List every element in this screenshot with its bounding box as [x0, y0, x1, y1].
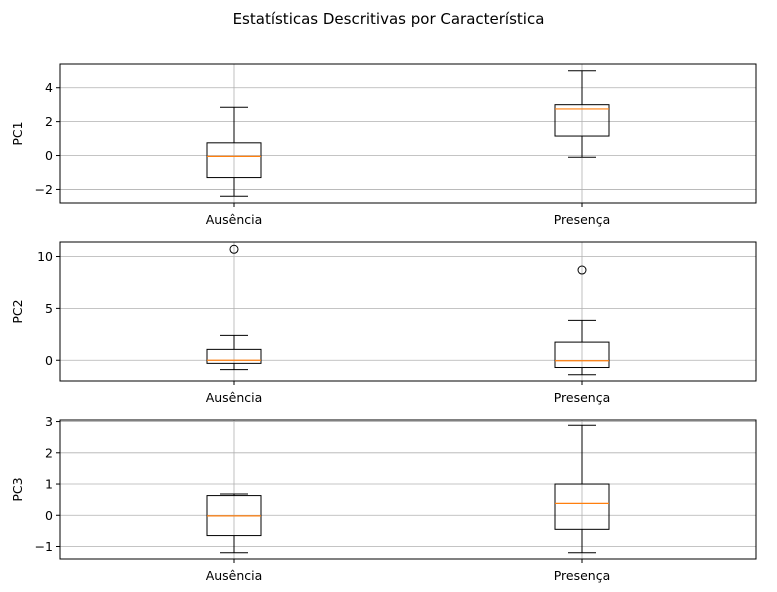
y-tick-label: 1	[45, 477, 53, 492]
axes-frame	[59, 419, 757, 560]
x-tick-label: Presença	[554, 568, 611, 583]
y-tick-label: 4	[45, 80, 53, 95]
y-tick-label: 0	[45, 508, 53, 523]
box-1-0	[206, 244, 262, 371]
x-tick-label: Ausência	[206, 212, 263, 227]
box-body	[554, 341, 610, 369]
subplot-pc1: −2 0 2 4 Ausência Presença PC1	[10, 63, 757, 227]
y-tick-label: 10	[37, 249, 53, 264]
y-tick-label: 0	[45, 148, 53, 163]
x-tick-label: Presença	[554, 212, 611, 227]
axes-frame	[59, 241, 757, 382]
y-tick-label: 0	[45, 353, 53, 368]
box-body	[206, 348, 262, 364]
box-2-0	[206, 493, 262, 554]
box-body	[206, 142, 262, 179]
outlier-point	[577, 265, 587, 275]
y-axis-label: PC2	[10, 299, 25, 323]
box-body	[554, 104, 610, 137]
y-tick-label: −2	[35, 182, 53, 197]
y-axis-label: PC3	[10, 477, 25, 501]
y-tick-label: 3	[45, 414, 53, 429]
x-tick-label: Ausência	[206, 568, 263, 583]
box-0-0	[206, 106, 262, 197]
x-tick-label: Presença	[554, 390, 611, 405]
y-axis-label: PC1	[10, 121, 25, 145]
y-tick-label: 2	[45, 445, 53, 460]
subplot-pc3: −1 0 1 2 3 Ausência Presença PC3	[10, 414, 757, 583]
axes-frame	[59, 63, 757, 204]
y-tick-label: −1	[35, 539, 53, 554]
y-tick-label: 2	[45, 114, 53, 129]
box-0-1	[554, 70, 610, 158]
x-tick-label: Ausência	[206, 390, 263, 405]
box-1-1	[554, 265, 610, 376]
subplot-pc2: 0 5 10 Ausência Presença PC2	[10, 241, 757, 405]
outlier-point	[229, 244, 239, 254]
y-tick-label: 5	[45, 301, 53, 316]
box-body	[554, 483, 610, 530]
box-2-1	[554, 424, 610, 554]
chart-title: Estatísticas Descritivas por Característ…	[233, 10, 545, 28]
